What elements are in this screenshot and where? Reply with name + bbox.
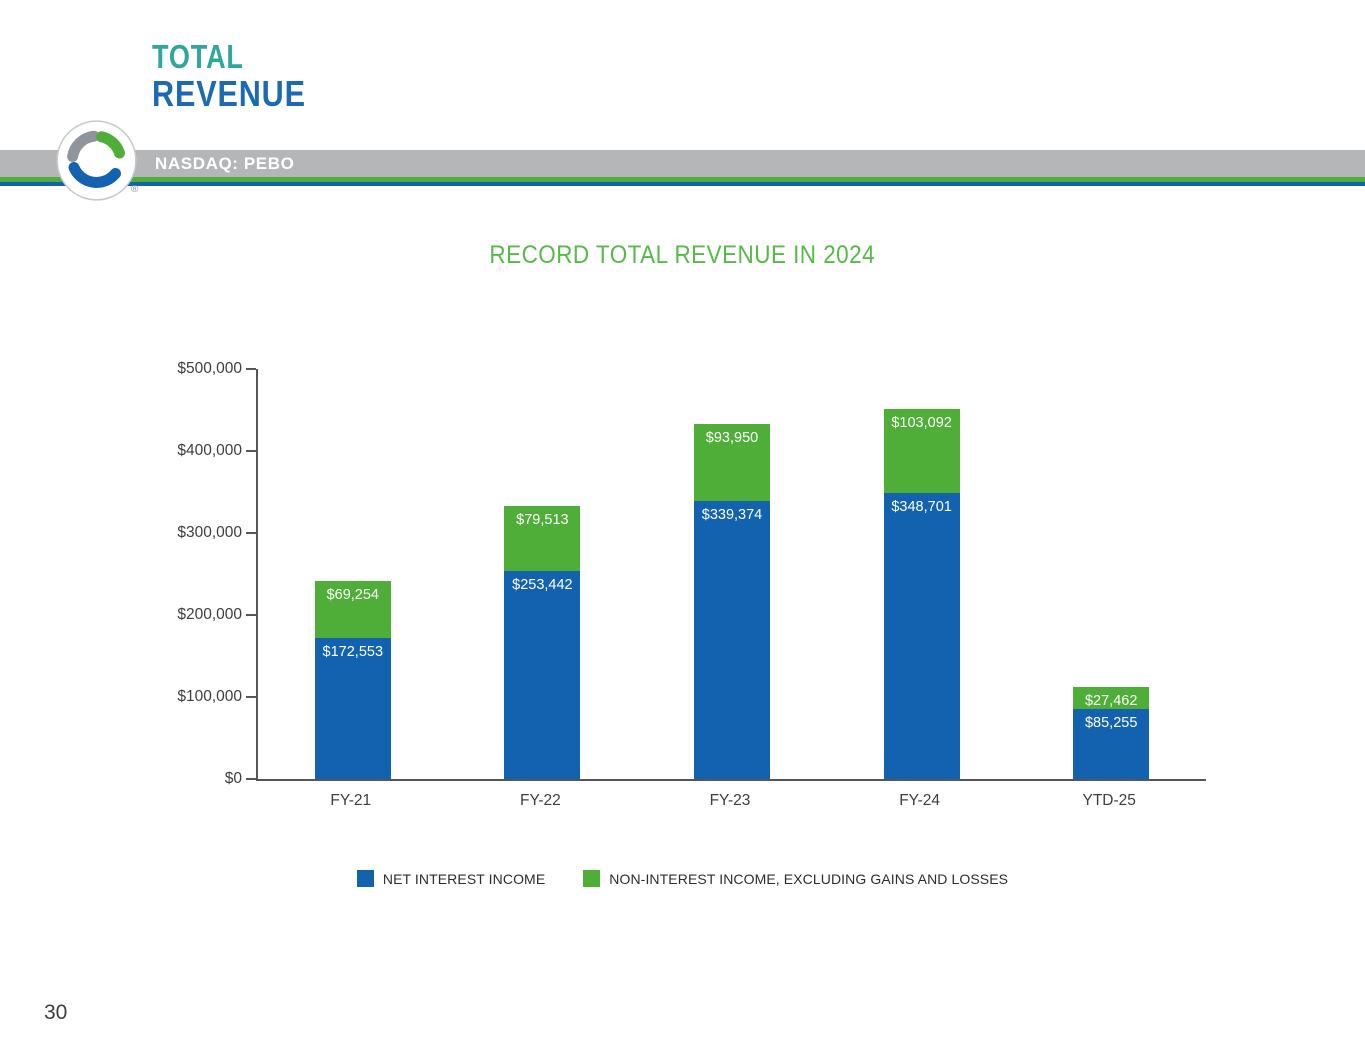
bar-segment-non-interest-income: $103,092: [883, 408, 960, 494]
bar-value-label: $69,254: [326, 586, 379, 603]
bar-value-label: $339,374: [701, 506, 763, 523]
green-accent-stripe: [0, 177, 1365, 182]
blue-accent-stripe: [0, 182, 1365, 186]
legend-item: NET INTEREST INCOME: [356, 870, 546, 887]
y-axis: $0 $100,000 $200,000 $300,000 $400,000 $500,0…: [130, 360, 242, 787]
y-axis-tick-mark: [246, 614, 256, 616]
heading-revenue: REVENUE: [152, 72, 306, 114]
page-number: 30: [44, 1001, 68, 1024]
y-axis-tick-mark: [246, 696, 256, 698]
ticker-label: NASDAQ: PEBO: [155, 153, 295, 173]
y-axis-tick-label: $500,000: [177, 360, 242, 377]
bar-segment-net-interest-income: $339,374: [694, 500, 770, 779]
y-axis-tick-mark: [246, 778, 256, 780]
legend-swatch: [356, 870, 374, 887]
bar-segment-net-interest-income: $348,701: [883, 493, 960, 779]
heading-total: TOTAL: [152, 38, 244, 75]
bar-value-label: $103,092: [891, 414, 952, 431]
legend-label: NON-INTEREST INCOME, EXCLUDING GAINS AND…: [609, 870, 1009, 887]
y-axis-tick-label: $400,000: [177, 442, 242, 459]
y-axis-tick-label: $300,000: [177, 524, 242, 541]
bar-segment-non-interest-income: $27,462: [1073, 686, 1150, 710]
x-axis-label: FY-23: [709, 792, 751, 809]
bar-value-label: $93,950: [705, 429, 759, 446]
y-axis-tick-label: $0: [224, 770, 242, 787]
legend-item: NON-INTEREST INCOME, EXCLUDING GAINS AND…: [583, 870, 1008, 887]
bar-value-label: $172,553: [322, 643, 384, 660]
registered-trademark: ®: [131, 184, 139, 195]
bar-value-label: $79,513: [516, 512, 569, 528]
bar-segment-net-interest-income: $253,442: [504, 571, 581, 779]
slide-heading: TOTAL REVENUE: [152, 38, 333, 114]
bar-value-label: $27,462: [1084, 692, 1138, 709]
ticker-band: NASDAQ: PEBO: [0, 150, 1365, 177]
legend-label: NET INTEREST INCOME: [382, 870, 546, 887]
x-axis-label: FY-22: [519, 792, 561, 809]
x-axis-label: FY-24: [899, 792, 940, 809]
plot-area: $172,553 $69,254 $253,442 $79,513 $339,374 $9…: [246, 368, 1206, 781]
bar-segment-non-interest-income: $69,254: [314, 580, 391, 638]
chart-title: RECORD TOTAL REVENUE IN 2024: [489, 241, 876, 269]
x-axis-labels: FY-21 FY-22 FY-23 FY-24 YTD-25: [256, 792, 1206, 814]
company-logo-icon: [56, 120, 137, 201]
x-axis-label: FY-21: [330, 792, 372, 809]
bar-segment-non-interest-income: $79,513: [504, 506, 581, 572]
bar-segment-net-interest-income: $85,255: [1073, 709, 1150, 779]
y-axis-tick-mark: [246, 368, 256, 370]
chart-legend: NET INTEREST INCOME NON-INTEREST INCOME, …: [0, 870, 1365, 887]
legend-swatch: [583, 870, 601, 887]
bar-value-label: $253,442: [512, 577, 573, 594]
y-axis-tick-label: $100,000: [177, 688, 242, 705]
x-axis-label: YTD-25: [1082, 792, 1136, 809]
y-axis-tick-mark: [246, 532, 256, 534]
y-axis-tick-label: $200,000: [177, 606, 242, 623]
bar-segment-non-interest-income: $93,950: [694, 423, 770, 501]
bar-segment-net-interest-income: $172,553: [314, 637, 391, 779]
bar-value-label: $85,255: [1084, 715, 1138, 732]
bar-value-label: $348,701: [891, 499, 952, 516]
y-axis-tick-mark: [246, 450, 256, 452]
